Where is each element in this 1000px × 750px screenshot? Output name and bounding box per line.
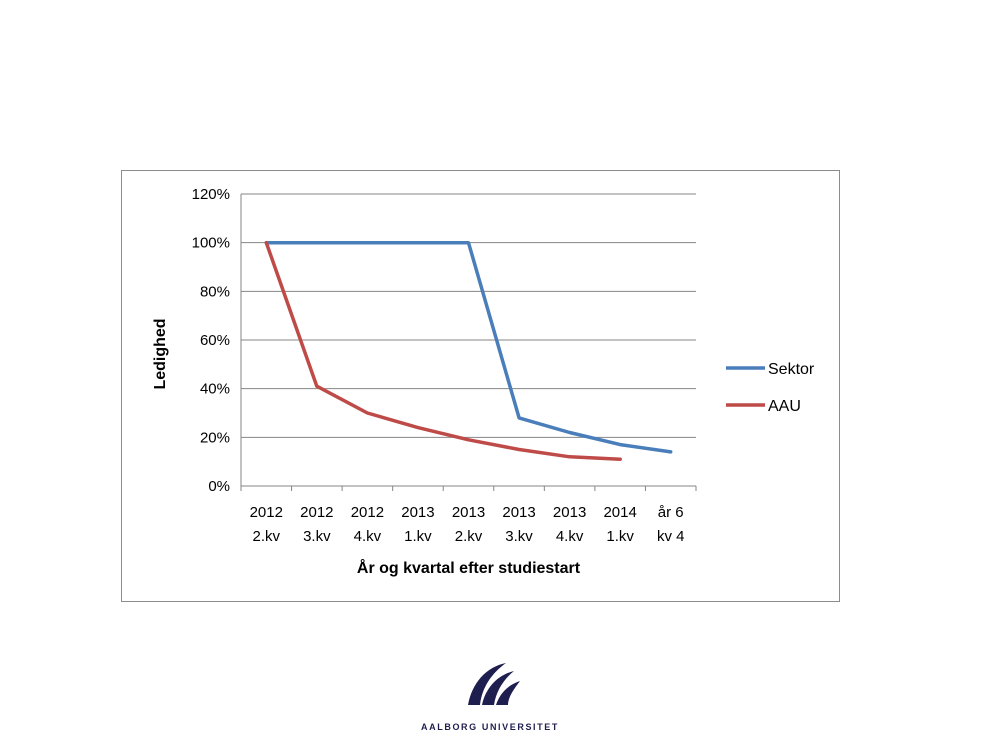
legend-label-aau: AAU [768, 398, 801, 415]
y-tick-label: 40% [200, 381, 230, 398]
x-tick-label-quarter: 1.kv [404, 528, 432, 545]
chart-frame: 0% 20% 40% 60% 80% 100% 120% 2012 2.kv 2012 3.kv 20… [121, 170, 840, 602]
x-axis-title: År og kvartal efter studiestart [357, 558, 581, 577]
x-tick-label-year: 2013 [553, 504, 586, 521]
x-tick-label-quarter: 4.kv [354, 528, 382, 545]
x-tick-label-quarter: 1.kv [606, 528, 634, 545]
x-tick-label-year: 2013 [401, 504, 434, 521]
y-tick-label: 100% [192, 235, 230, 252]
x-tick-label-quarter: kv 4 [657, 528, 685, 545]
x-tick-label-year: 2013 [452, 504, 485, 521]
y-tick-label: 0% [208, 478, 230, 495]
x-tick-label-year: 2012 [250, 504, 283, 521]
series-line-sektor [264, 240, 673, 454]
aalborg-logo-icon [468, 663, 520, 705]
y-tick-label: 20% [200, 429, 230, 446]
legend-label-sektor: Sektor [768, 361, 815, 378]
x-tick-label-year: år 6 [658, 504, 684, 521]
x-tick-label-year: 2013 [502, 504, 535, 521]
logo-text: AALBORG UNIVERSITET [421, 722, 559, 732]
line-chart: 0% 20% 40% 60% 80% 100% 120% 2012 2.kv 2012 3.kv 20… [152, 186, 815, 577]
y-tick-label: 120% [192, 186, 230, 203]
y-tick-label: 80% [200, 283, 230, 300]
university-logo: AALBORG UNIVERSITET [420, 655, 580, 740]
x-tick-label-quarter: 2.kv [253, 528, 281, 545]
y-tick-label: 60% [200, 332, 230, 349]
series-line-aau [264, 240, 622, 461]
x-tick-label-quarter: 4.kv [556, 528, 584, 545]
x-tick-label-year: 2012 [351, 504, 384, 521]
x-tick-label-quarter: 2.kv [455, 528, 483, 545]
x-tick-label-year: 2012 [300, 504, 333, 521]
x-tick-label-quarter: 3.kv [303, 528, 331, 545]
x-tick-label-year: 2014 [603, 504, 636, 521]
x-tick-label-quarter: 3.kv [505, 528, 533, 545]
y-axis-title: Ledighed [152, 318, 169, 389]
